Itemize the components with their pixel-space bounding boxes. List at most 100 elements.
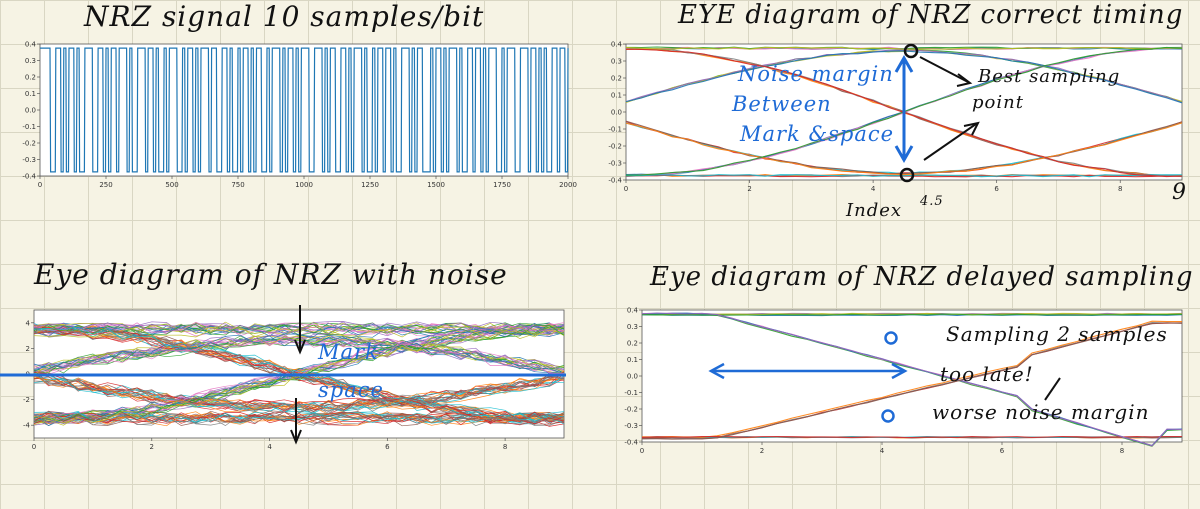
nrz-y-tick-label: -0.4: [22, 173, 36, 181]
eye-delayed-x-tick-label: 4: [880, 447, 885, 455]
nrz-x-tick-label: 1250: [361, 181, 379, 189]
eye-noise-trace: [33, 325, 565, 423]
late-label-1: Sampling 2 samples: [946, 322, 1168, 346]
eye-correct-y-tick-label: -0.2: [608, 143, 622, 151]
eye-correct-x-tick-label: 2: [747, 185, 751, 193]
title-eye-noise: Eye diagram of NRZ with noise: [34, 258, 508, 291]
nrz-x-tick-label: 1500: [427, 181, 445, 189]
eye-delayed-trace: [642, 322, 1183, 440]
index-label: Index: [846, 200, 903, 221]
eye-delayed-y-tick-label: -0.2: [624, 406, 638, 414]
eye-correct-y-tick-label: -0.3: [608, 160, 622, 168]
title-eye-delayed: Eye diagram of NRZ delayed sampling: [650, 262, 1194, 292]
eye-noise-trace: [33, 372, 565, 412]
nrz-y-tick-label: 0.0: [25, 107, 36, 115]
index-value-label: 4.5: [920, 194, 944, 209]
eye-correct-plot: 0 2 4 6 8 0.4 0.3 0.2 0.1 0.0 -0.1 -0.2 -0.3 -0.4: [608, 41, 1183, 193]
eye-delayed-x-tick-label: 2: [760, 447, 764, 455]
nrz-x-tick-label: 0: [38, 181, 42, 189]
eye-noise-trace: [33, 330, 565, 424]
eye-noise-trace: [33, 328, 565, 425]
eye-noise-y-tick-label: -4: [23, 422, 31, 430]
eye-delayed-trace: [641, 312, 1183, 447]
nrz-y-tick-label: -0.3: [22, 156, 36, 164]
eye-delayed-trace: [641, 320, 1182, 438]
eye-noise-y-tick-label: 4: [26, 319, 31, 327]
eye-correct-y-tick-label: 0.4: [611, 41, 623, 49]
best-sampling-label-1: Best sampling: [978, 66, 1121, 87]
nrz-x-tick-label: 750: [231, 181, 244, 189]
nrz-y-tick-label: 0.2: [25, 74, 36, 82]
eye-noise-trace: [33, 413, 565, 427]
eye-noise-x-tick-label: 4: [267, 443, 272, 451]
title-eye-correct: EYE diagram of NRZ correct timing: [678, 0, 1184, 30]
eye-noise-x-tick-label: 6: [385, 443, 390, 451]
eye-noise-trace: [33, 414, 565, 426]
eye-delayed-plot-area: [641, 309, 1183, 443]
eye-delayed-x-tick-label: 0: [640, 447, 644, 455]
eye-delayed-y-tick-label: -0.1: [624, 389, 638, 397]
eye-correct-y-tick-label: 0.1: [611, 92, 622, 100]
nrz-y-tick-label: -0.2: [22, 140, 36, 148]
eye-noise-y-tick-label: 0: [26, 371, 30, 379]
nrz-x-tick-label: 1750: [493, 181, 511, 189]
title-nrz-signal: NRZ signal 10 samples/bit: [84, 0, 485, 33]
eye-noise-trace: [33, 326, 565, 425]
late-label-3: worse noise margin: [932, 400, 1150, 424]
nrz-y-tick-label: 0.4: [25, 41, 37, 49]
eye-delayed-y-tick-label: 0.0: [627, 373, 638, 381]
eye-delayed-y-tick-label: 0.4: [627, 307, 639, 315]
eye-correct-y-tick-label: 0.2: [611, 75, 622, 83]
eye-correct-x-tick-label: 0: [624, 185, 628, 193]
nrz-signal-plot: 0 250 500 750 1000 1250 1500 1750 2000 0.4 0.3 0.2 0…: [22, 41, 577, 190]
eye-noise-y-tick-label: 2: [26, 345, 30, 353]
space-label: space: [318, 378, 384, 402]
eye-delayed-chart: 0 2 4 6 8 0.4 0.3 0.2 0.1 0.0 -0.1 -0.2 -0.3 -0.4: [600, 302, 1190, 464]
eye-noise-x-tick-label: 0: [32, 443, 36, 451]
eye-delayed-y-tick-label: -0.3: [624, 422, 638, 430]
eye-noise-trace: [33, 370, 565, 412]
eye-noise-trace: [33, 370, 565, 412]
eye-noise-y-tick-label: -2: [23, 396, 30, 404]
nrz-signal-line: [40, 47, 569, 173]
nrz-y-tick-label: 0.1: [25, 90, 36, 98]
best-sampling-label-2: point: [972, 92, 1024, 113]
eye-correct-x-tick-label: 4: [871, 185, 876, 193]
eye-noise-trace: [33, 370, 565, 410]
eye-correct-y-tick-label: 0.3: [611, 58, 622, 66]
eye-delayed-trace: [641, 313, 1183, 316]
eye-delayed-y-tick-label: 0.2: [627, 340, 638, 348]
eye-correct-y-tick-label: -0.1: [608, 126, 622, 134]
eye-noise-x-tick-label: 2: [150, 443, 154, 451]
eye-delayed-y-tick-label: 0.3: [627, 323, 638, 331]
nrz-x-tick-label: 2000: [559, 181, 577, 189]
eye-noise-chart: 0 2 4 6 8 4 2 0 -2 -4: [0, 300, 590, 460]
eye-correct-x-tick-label: 6: [994, 185, 999, 193]
eye-correct-y-tick-label: -0.4: [608, 177, 622, 185]
eye-noise-trace: [33, 410, 565, 423]
eye-delayed-plot: 0 2 4 6 8 0.4 0.3 0.2 0.1 0.0 -0.1 -0.2 -0.3 -0.4: [624, 307, 1183, 455]
eye-noise-x-tick-label: 8: [503, 443, 507, 451]
eye-delayed-trace: [641, 435, 1182, 439]
eye-delayed-y-tick-label: -0.4: [624, 439, 638, 447]
eye-correct-y-tick-label: 0.0: [611, 109, 622, 117]
eye-noise-trace: [33, 373, 565, 414]
nrz-y-tick-label: -0.1: [22, 123, 36, 131]
mark-label: Mark: [318, 340, 379, 364]
late-label-2: too late!: [940, 362, 1034, 386]
eye-noise-trace: [33, 375, 565, 413]
eye-noise-plot: 0 2 4 6 8 4 2 0 -2 -4: [23, 309, 565, 451]
nrz-x-tick-label: 1000: [295, 181, 313, 189]
nine-label: 9: [1172, 180, 1187, 205]
nrz-x-tick-label: 250: [99, 181, 112, 189]
eye-delayed-x-tick-label: 6: [1000, 447, 1005, 455]
noise-margin-label-3: Mark &space: [740, 122, 895, 146]
eye-correct-chart: 0 2 4 6 8 0.4 0.3 0.2 0.1 0.0 -0.1 -0.2 -0.3 -0.4: [600, 36, 1190, 198]
eye-delayed-y-tick-label: 0.1: [627, 356, 638, 364]
nrz-y-tick-label: 0.3: [25, 57, 36, 65]
nrz-x-tick-label: 500: [165, 181, 178, 189]
eye-correct-x-tick-label: 8: [1118, 185, 1122, 193]
eye-delayed-x-tick-label: 8: [1120, 447, 1124, 455]
nrz-signal-chart: 0 250 500 750 1000 1250 1500 1750 2000 0.4 0.3 0.2 0…: [0, 36, 595, 196]
noise-margin-label-2: Between: [732, 92, 832, 116]
